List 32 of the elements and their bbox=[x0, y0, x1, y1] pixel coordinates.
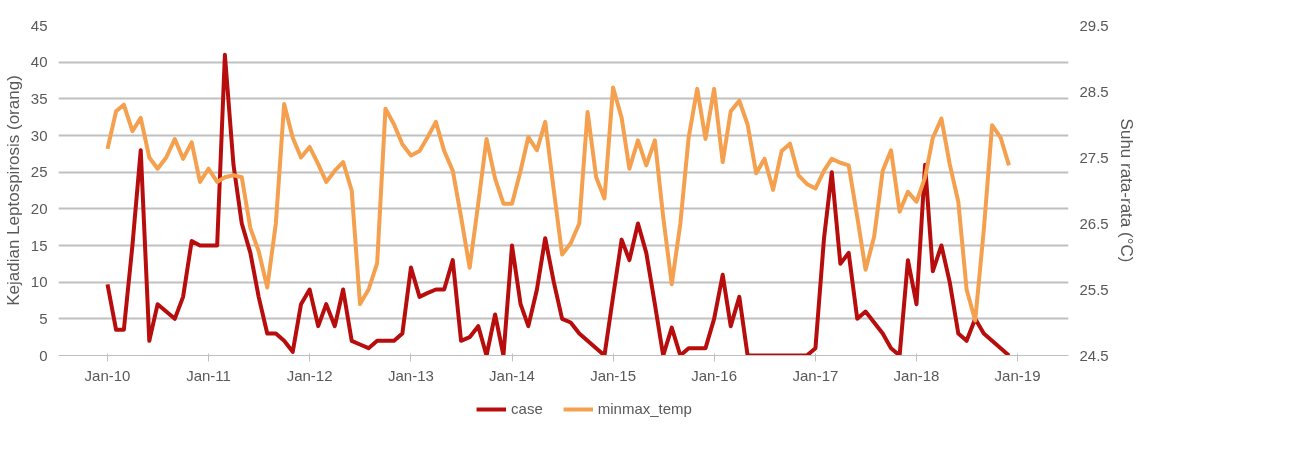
y-tick-label: 45 bbox=[30, 16, 48, 34]
y2-tick-label: 28.5 bbox=[1079, 82, 1109, 100]
x-tick-label: Jan-11 bbox=[186, 366, 231, 384]
line-series bbox=[105, 52, 1011, 356]
x-tick-label: Jan-12 bbox=[286, 366, 333, 384]
x-tick-label: Jan-17 bbox=[792, 366, 839, 384]
y-tick-label: 30 bbox=[30, 126, 48, 144]
line-series bbox=[105, 85, 1011, 323]
y2-tick-label: 24.5 bbox=[1079, 346, 1109, 364]
y-tick-label: 5 bbox=[39, 309, 48, 327]
x-tick-label: Jan-19 bbox=[994, 366, 1041, 384]
x-tick-label: Jan-18 bbox=[893, 366, 940, 384]
y-axis-title: Kejadian Leptospirosis (orang) bbox=[3, 75, 23, 306]
y-tick-label: 15 bbox=[30, 236, 48, 254]
y2-tick-label: 25.5 bbox=[1079, 280, 1109, 298]
x-tick-label: Jan-15 bbox=[590, 366, 636, 384]
y2-axis-title: Suhu rata-rata (°C) bbox=[1116, 118, 1136, 263]
x-tick-label: Jan-14 bbox=[489, 366, 535, 384]
y-tick-label: 0 bbox=[39, 346, 48, 364]
y-tick-label: 40 bbox=[30, 53, 48, 71]
y-tick-label: 20 bbox=[30, 199, 48, 217]
y2-tick-label: 29.5 bbox=[1079, 16, 1109, 34]
legend-label: minmax_temp bbox=[597, 400, 692, 417]
x-tick-label: Jan-10 bbox=[84, 366, 131, 384]
y2-tick-label: 27.5 bbox=[1079, 148, 1109, 166]
x-tick-label: Jan-16 bbox=[691, 366, 738, 384]
y-tick-label: 35 bbox=[30, 89, 48, 107]
legend-label: case bbox=[511, 400, 543, 417]
x-tick-label: Jan-13 bbox=[388, 366, 434, 384]
y2-tick-label: 26.5 bbox=[1079, 214, 1109, 232]
y-tick-label: 10 bbox=[30, 273, 48, 291]
y-tick-label: 25 bbox=[30, 163, 48, 181]
